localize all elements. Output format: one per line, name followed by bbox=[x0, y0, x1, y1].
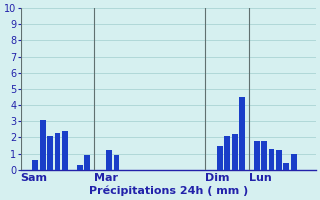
Bar bbox=[268, 149, 275, 170]
Bar bbox=[62, 131, 68, 170]
Bar bbox=[54, 133, 60, 170]
Bar bbox=[276, 150, 282, 170]
Bar bbox=[232, 134, 237, 170]
X-axis label: Précipitations 24h ( mm ): Précipitations 24h ( mm ) bbox=[89, 185, 248, 196]
Bar bbox=[224, 136, 230, 170]
Bar bbox=[40, 120, 46, 170]
Bar bbox=[254, 141, 260, 170]
Bar bbox=[106, 150, 112, 170]
Bar bbox=[283, 163, 289, 170]
Bar bbox=[47, 136, 53, 170]
Bar bbox=[261, 141, 267, 170]
Bar bbox=[84, 155, 90, 170]
Bar bbox=[291, 154, 297, 170]
Bar bbox=[77, 165, 83, 170]
Bar bbox=[217, 146, 223, 170]
Bar bbox=[114, 155, 119, 170]
Bar bbox=[239, 97, 245, 170]
Bar bbox=[32, 160, 38, 170]
